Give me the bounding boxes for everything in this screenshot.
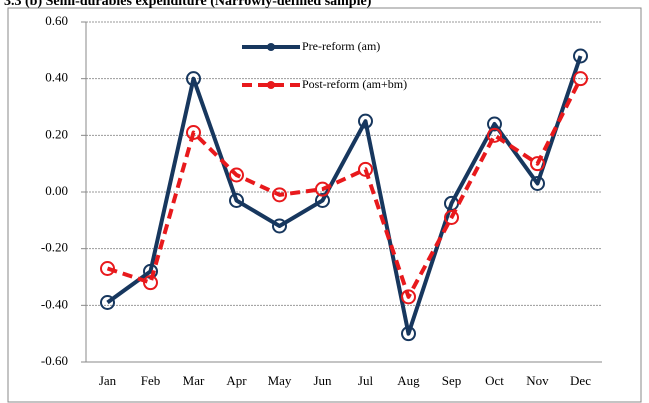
x-tick-label: Apr — [226, 373, 247, 388]
x-tick-label: Oct — [485, 373, 504, 388]
data-point — [401, 289, 416, 305]
x-tick-label: Dec — [570, 373, 591, 388]
x-tick-label: Jan — [99, 373, 117, 388]
chart-title: 3.3 (b) Semi-durables expenditure (Narro… — [4, 0, 372, 9]
x-tick-label: May — [268, 373, 292, 388]
data-point — [573, 71, 588, 87]
data-point — [573, 48, 588, 64]
x-tick-label: Jul — [358, 373, 374, 388]
data-point — [530, 156, 545, 172]
data-point — [530, 176, 545, 191]
data-point — [315, 193, 330, 208]
data-point — [487, 127, 502, 143]
x-tick-label: Sep — [442, 373, 462, 388]
data-point — [487, 116, 502, 132]
x-tick-label: Aug — [397, 373, 420, 388]
y-tick-label: 0.60 — [45, 13, 68, 28]
data-point — [186, 125, 201, 140]
legend-label: Post-reform (am+bm) — [302, 77, 407, 91]
data-point — [358, 113, 373, 129]
data-point — [401, 326, 416, 342]
data-point — [186, 71, 201, 87]
y-tick-label: 0.40 — [45, 70, 68, 85]
series-line — [106, 77, 583, 299]
data-point — [272, 187, 287, 203]
chart-frame — [7, 7, 642, 403]
legend-marker — [267, 43, 275, 51]
legend-marker — [267, 81, 275, 89]
data-point — [229, 167, 244, 183]
legend-label: Pre-reform (am) — [302, 39, 380, 53]
data-point — [272, 218, 287, 234]
y-tick-label: -0.20 — [41, 240, 68, 255]
y-tick-label: -0.40 — [41, 296, 68, 311]
data-point — [229, 193, 244, 208]
y-tick-label: 0.20 — [45, 126, 68, 141]
data-point — [444, 210, 459, 225]
x-tick-label: Nov — [526, 373, 549, 388]
data-point — [143, 275, 158, 291]
data-point — [100, 295, 115, 310]
data-point — [358, 161, 373, 177]
x-tick-label: Feb — [141, 373, 161, 388]
y-tick-label: 0.00 — [45, 183, 68, 198]
y-tick-label: -0.60 — [41, 353, 68, 368]
x-tick-label: Mar — [183, 373, 205, 388]
data-point — [315, 181, 330, 197]
data-point — [100, 261, 115, 276]
x-tick-label: Jun — [313, 373, 332, 388]
